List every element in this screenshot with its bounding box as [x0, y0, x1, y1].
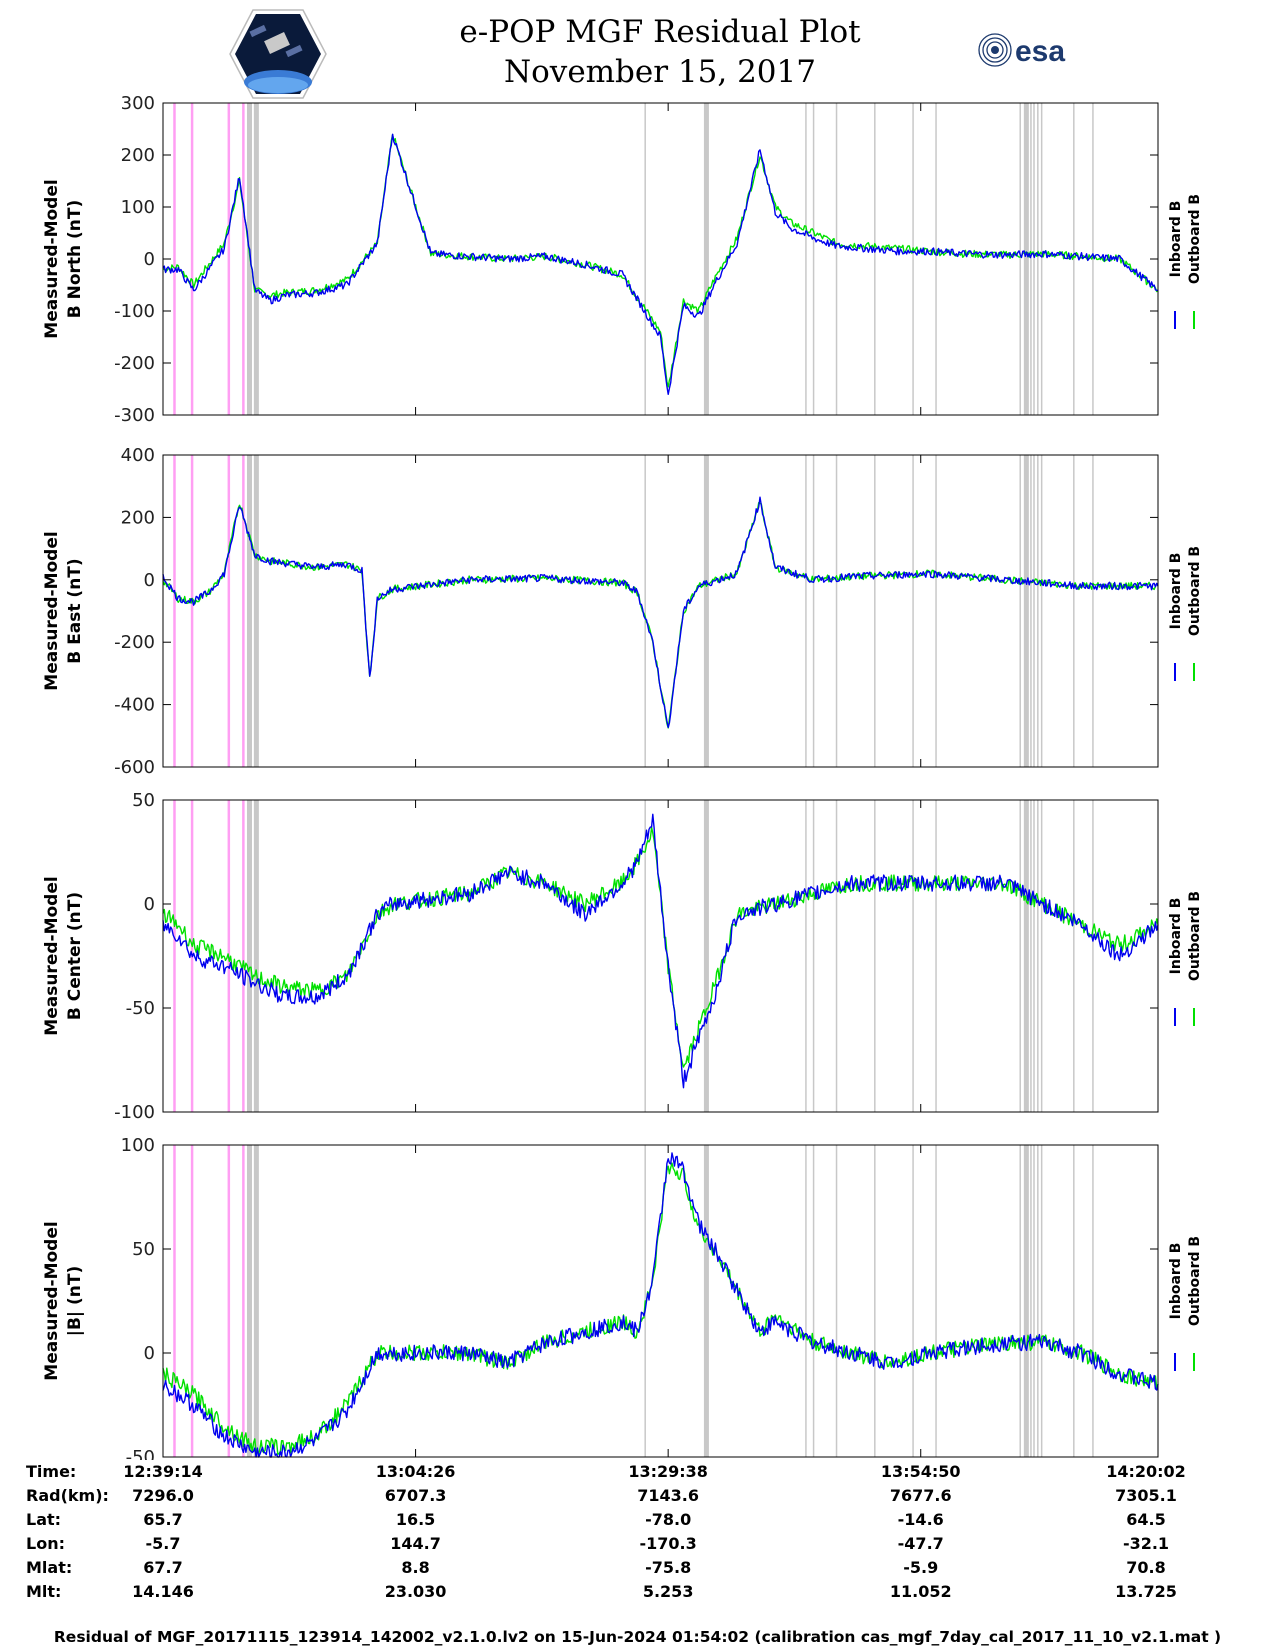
info-value-mlt: 23.030	[384, 1582, 447, 1601]
esa-logo-text: esa	[1015, 35, 1065, 68]
y-tick-label: 200	[121, 145, 155, 166]
info-label-mlt: Mlt:	[26, 1582, 62, 1601]
info-value-time: 13:04:26	[375, 1462, 456, 1481]
legend-outboard-label: Outboard B	[1187, 194, 1203, 284]
y-tick-label: -200	[114, 632, 155, 653]
legend-outboard-label: Outboard B	[1187, 1236, 1203, 1326]
info-value-rad: 7677.6	[889, 1486, 952, 1505]
y-axis-label: B East (nT)	[65, 558, 85, 663]
info-value-mlt: 5.253	[642, 1582, 694, 1601]
y-tick-label: -300	[114, 405, 155, 426]
y-tick-label: 300	[121, 93, 155, 114]
y-tick-label: 50	[132, 1239, 155, 1260]
series-line-outboard	[162, 826, 1159, 1068]
y-tick-label: -50	[126, 1447, 155, 1460]
info-value-lat: 16.5	[395, 1510, 436, 1529]
info-value-time: 12:39:14	[123, 1462, 203, 1481]
y-tick-label: -600	[114, 757, 155, 778]
info-value-mlat: 67.7	[143, 1558, 183, 1577]
plot-frame	[162, 454, 1159, 768]
series-line-outboard	[162, 1162, 1159, 1455]
info-value-lat: -14.6	[897, 1510, 944, 1529]
legend-inboard-label: Inboard B	[1168, 898, 1184, 975]
y-tick-label: 0	[144, 570, 155, 591]
y-axis-label: Measured-Model	[42, 531, 62, 690]
y-tick-label: -400	[114, 695, 155, 716]
plot-frame	[162, 102, 1159, 416]
info-value-mlt: 13.725	[1115, 1582, 1177, 1601]
y-axis-label: Measured-Model	[42, 1221, 62, 1380]
y-tick-label: 400	[121, 445, 155, 466]
info-value-lon: -32.1	[1122, 1534, 1170, 1553]
info-value-rad: 6707.3	[384, 1486, 447, 1505]
y-tick-label: -50	[126, 998, 155, 1019]
info-value-mlat: -75.8	[645, 1558, 692, 1577]
plot-frame	[162, 799, 1159, 1113]
info-value-rad: 7143.6	[637, 1486, 700, 1505]
series-line-outboard	[162, 502, 1159, 729]
series-line-outboard	[162, 133, 1159, 388]
info-label-lat: Lat:	[26, 1510, 62, 1529]
y-axis-label: |B| (nT)	[65, 1266, 85, 1337]
info-value-lon: -47.7	[897, 1534, 944, 1553]
info-value-lon: -5.7	[145, 1534, 181, 1553]
y-tick-label: 0	[144, 249, 155, 270]
legend-outboard-label: Outboard B	[1187, 546, 1203, 636]
y-tick-label: -100	[114, 1102, 155, 1123]
legend-inboard-label: Inboard B	[1168, 201, 1184, 278]
esa-logo: esa	[975, 30, 1095, 70]
info-value-mlt: 14.146	[132, 1582, 194, 1601]
y-tick-label: 50	[132, 790, 155, 811]
info-label-lon: Lon:	[26, 1534, 65, 1553]
info-value-mlat: -5.9	[903, 1558, 939, 1577]
plot-frame	[162, 1144, 1159, 1458]
cassiope-logo	[229, 9, 327, 99]
info-value-mlt: 11.052	[889, 1582, 952, 1601]
info-label-time: Time:	[26, 1462, 77, 1481]
y-tick-label: 0	[144, 1343, 155, 1364]
info-label-mlat: Mlat:	[26, 1558, 73, 1577]
y-tick-label: 100	[121, 1135, 155, 1156]
series-line-inboard	[162, 496, 1159, 729]
legend-outboard-label: Outboard B	[1187, 891, 1203, 981]
info-value-time: 13:54:50	[880, 1462, 961, 1481]
info-value-time: 14:20:02	[1106, 1462, 1186, 1481]
footer-caption: Residual of MGF_20171115_123914_142002_v…	[53, 1628, 1222, 1646]
series-line-inboard	[162, 813, 1159, 1089]
series-line-inboard	[162, 133, 1159, 395]
info-value-lat: 65.7	[143, 1510, 183, 1529]
y-tick-label: 100	[121, 197, 155, 218]
y-tick-label: -200	[114, 353, 155, 374]
plot-date: November 15, 2017	[504, 54, 816, 90]
info-value-mlat: 8.8	[401, 1558, 430, 1577]
orbit-info-table: Time: Rad(km): Lat: Lon: Mlat: Mlt: 12:3…	[0, 1462, 1275, 1622]
info-value-lon: -170.3	[639, 1534, 697, 1553]
info-label-rad: Rad(km):	[26, 1486, 109, 1505]
info-value-lat: 64.5	[1126, 1510, 1166, 1529]
info-value-lon: 144.7	[390, 1534, 441, 1553]
y-axis-label: Measured-Model	[42, 876, 62, 1035]
y-tick-label: -100	[114, 301, 155, 322]
info-value-time: 13:29:38	[628, 1462, 708, 1481]
y-axis-label: B North (nT)	[65, 200, 85, 319]
y-axis-label: Measured-Model	[42, 179, 62, 338]
plot-title: e-POP MGF Residual Plot	[459, 14, 861, 50]
info-value-lat: -78.0	[645, 1510, 692, 1529]
y-tick-label: 0	[144, 894, 155, 915]
y-axis-label: B Center (nT)	[65, 892, 85, 1020]
series-line-inboard	[162, 1152, 1159, 1458]
info-value-mlat: 70.8	[1126, 1558, 1166, 1577]
y-tick-label: 200	[121, 507, 155, 528]
info-value-rad: 7296.0	[132, 1486, 194, 1505]
info-value-rad: 7305.1	[1115, 1486, 1177, 1505]
legend-inboard-label: Inboard B	[1168, 553, 1184, 630]
legend-inboard-label: Inboard B	[1168, 1243, 1184, 1320]
